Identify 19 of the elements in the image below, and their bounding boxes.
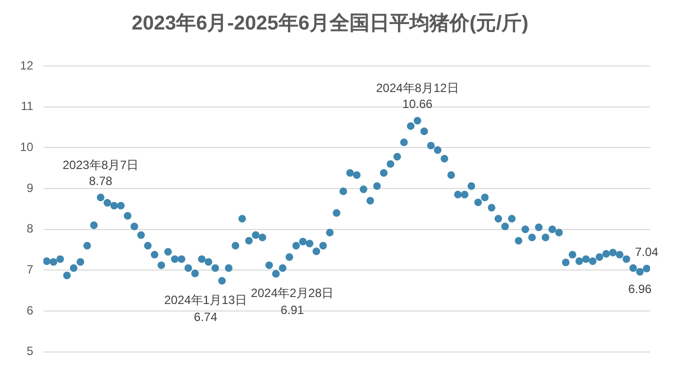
data-label: 6.91 (280, 303, 304, 318)
y-tick-label: 9 (26, 180, 34, 195)
y-tick-label: 12 (20, 58, 34, 72)
annotation: 2023年8月7日 (62, 158, 139, 172)
chart-title: 2023年6月-2025年6月全国日平均猪价(元/斤) (132, 12, 528, 35)
annotation: 2024年8月12日 (376, 81, 459, 96)
y-tick-label: 11 (20, 99, 34, 114)
data-label: 6.96 (628, 282, 652, 296)
y-tick-label: 8 (26, 222, 34, 236)
y-tick-label: 10 (20, 140, 34, 154)
y-tick-label: 5 (26, 344, 34, 358)
y-tick-label: 7 (26, 262, 34, 276)
data-label: 8.78 (88, 174, 113, 188)
data-label: 7.04 (634, 244, 659, 259)
data-label: 6.74 (194, 310, 218, 324)
annotation: 2024年1月13日 (164, 293, 247, 308)
annotation: 2024年2月28日 (250, 286, 334, 300)
data-label: 10.66 (402, 97, 433, 112)
y-tick-label: 6 (26, 303, 34, 318)
